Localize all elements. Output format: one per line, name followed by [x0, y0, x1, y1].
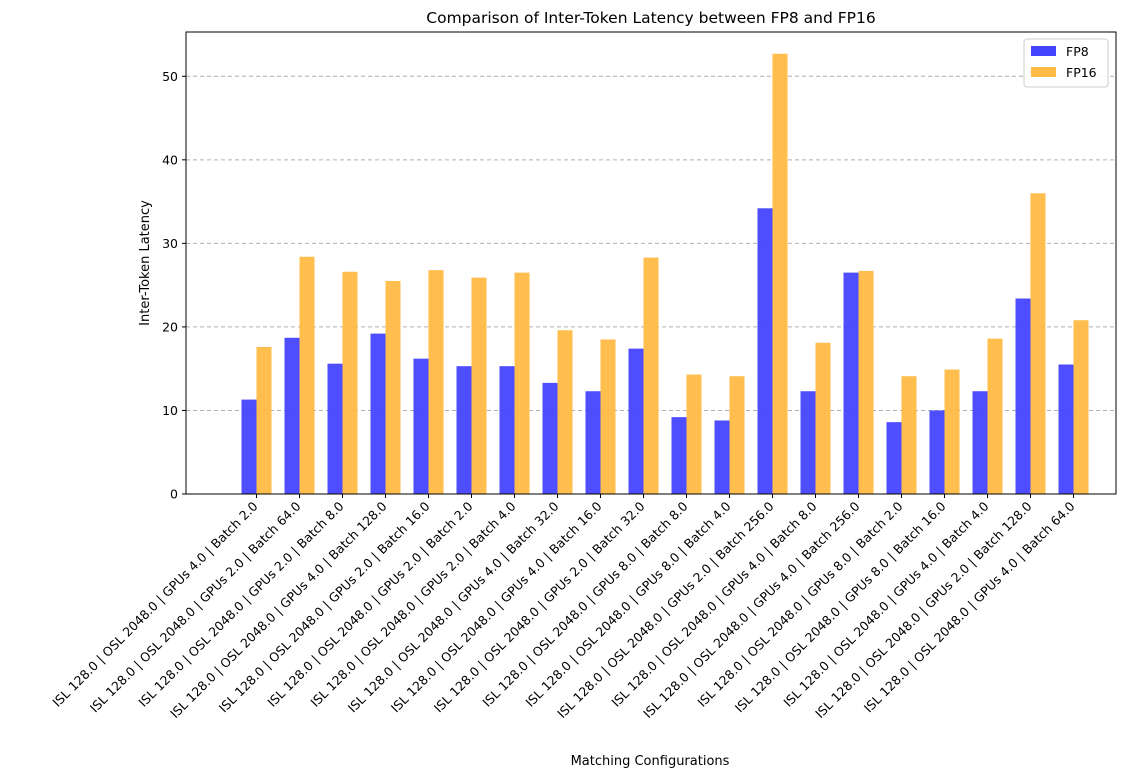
y-tick-label: 0 — [170, 487, 178, 502]
bar-fp16 — [729, 376, 745, 494]
y-axis: 0 10 20 30 40 50 — [162, 69, 186, 502]
bar-fp16 — [342, 271, 358, 494]
bar-fp8 — [542, 382, 558, 494]
chart-title: Comparison of Inter-Token Latency betwee… — [426, 9, 875, 27]
x-axis-label: Matching Configurations — [571, 754, 730, 769]
bar-fp8 — [1058, 364, 1074, 494]
bar-fp16 — [858, 270, 874, 494]
bar-fp8 — [714, 420, 730, 494]
bar-fp8 — [628, 348, 644, 494]
legend-label-fp8: FP8 — [1066, 44, 1089, 59]
y-axis-label: Inter-Token Latency — [138, 200, 153, 326]
bar-fp16 — [256, 346, 272, 494]
y-tick-label: 50 — [162, 69, 178, 84]
bar-fp8 — [929, 410, 945, 494]
legend: FP8 FP16 — [1023, 38, 1109, 88]
bar-fp8 — [370, 333, 386, 494]
bar-fp8 — [327, 363, 343, 494]
bar-fp16 — [471, 277, 487, 494]
bar-fp16 — [299, 256, 315, 494]
bar-fp16 — [686, 374, 702, 494]
bar-fp16 — [643, 257, 659, 494]
bar-fp16 — [772, 53, 788, 494]
bar-fp8 — [499, 366, 515, 494]
bar-fp8 — [757, 208, 773, 494]
bar-fp8 — [671, 417, 687, 494]
y-tick-label: 10 — [162, 403, 178, 418]
bar-fp8 — [972, 391, 988, 494]
bar-fp8 — [241, 399, 257, 494]
y-tick-label: 40 — [162, 152, 178, 167]
plot-frame — [185, 31, 1117, 495]
bar-fp8 — [886, 422, 902, 494]
y-tick-label: 20 — [162, 319, 178, 334]
bar-fp8 — [456, 366, 472, 494]
bar-fp16 — [600, 339, 616, 494]
legend-label-fp16: FP16 — [1066, 65, 1097, 80]
bar-fp16 — [901, 376, 917, 494]
bar-fp8 — [413, 358, 429, 494]
bar-fp16 — [514, 272, 530, 494]
bar-fp8 — [284, 337, 300, 494]
legend-swatch-fp16 — [1031, 67, 1056, 77]
bar-fp8 — [585, 391, 601, 494]
bar-fp16 — [987, 338, 1003, 494]
bar-fp8 — [1015, 298, 1031, 494]
bar-fp16 — [1030, 193, 1046, 494]
bar-fp16 — [385, 280, 401, 494]
bar-fp16 — [1073, 320, 1089, 494]
bar-fp8 — [800, 391, 816, 494]
bars — [241, 53, 1089, 494]
y-tick-label: 30 — [162, 236, 178, 251]
legend-swatch-fp8 — [1031, 46, 1056, 56]
bar-fp16 — [944, 369, 960, 494]
bar-fp16 — [428, 270, 444, 494]
bar-fp8 — [843, 272, 859, 494]
bar-fp16 — [557, 330, 573, 494]
bar-fp16 — [815, 342, 831, 494]
